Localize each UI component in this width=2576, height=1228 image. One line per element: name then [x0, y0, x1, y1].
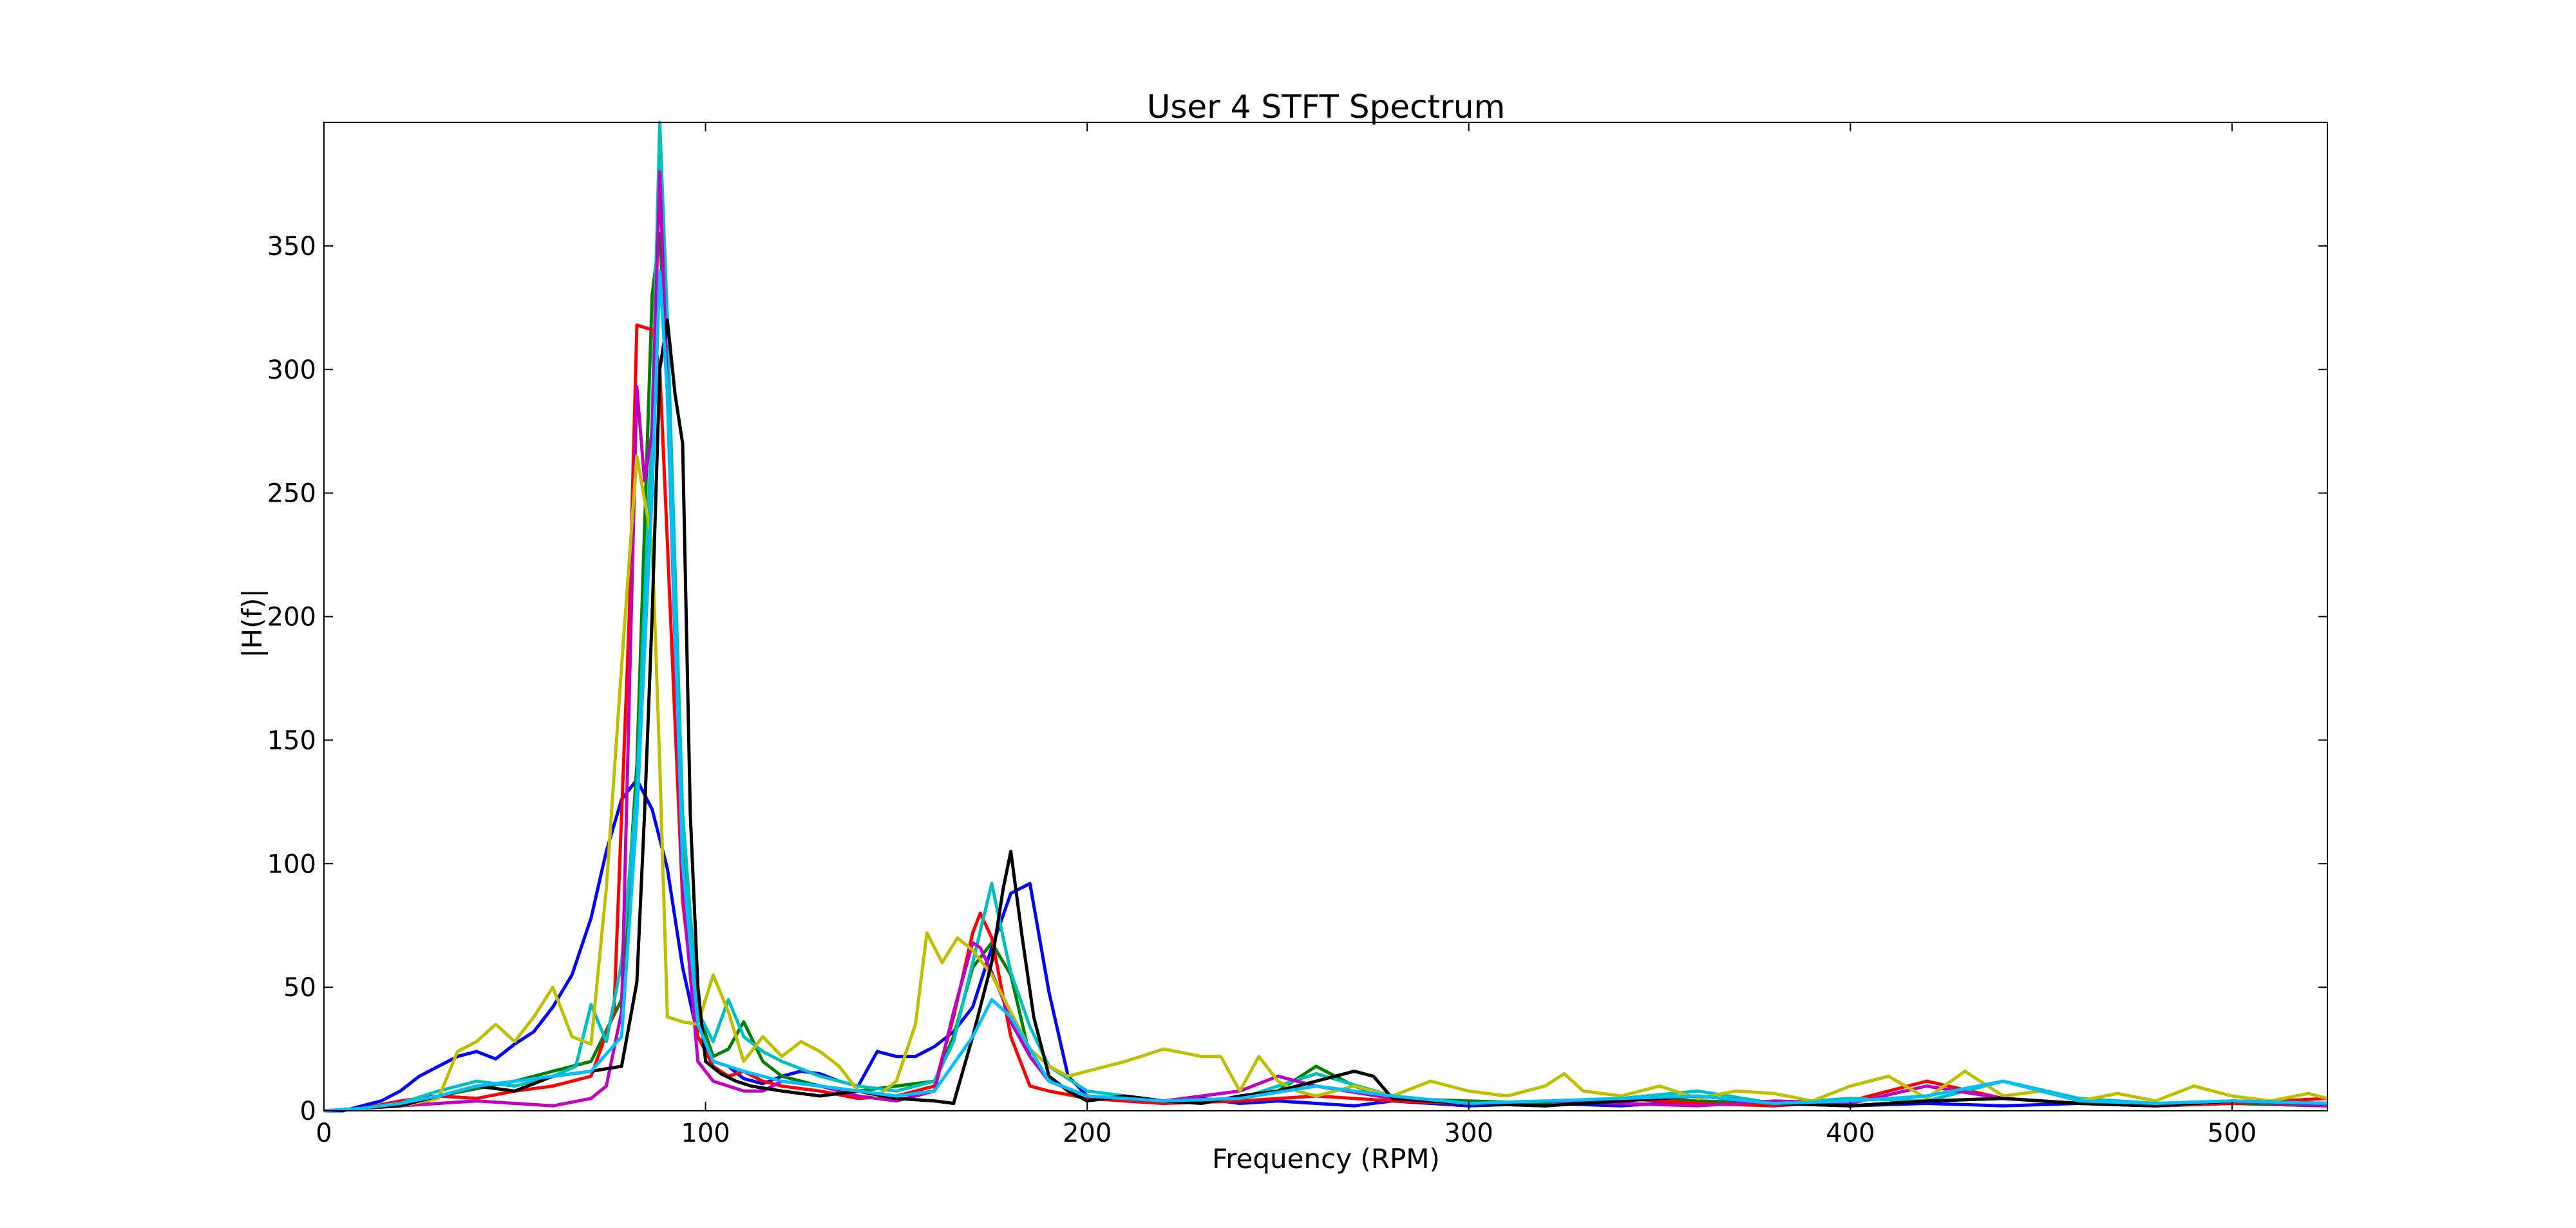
x-tick-label: 500 [2208, 1119, 2257, 1148]
chart-title: User 4 STFT Spectrum [1147, 88, 1505, 126]
y-tick-label: 100 [267, 849, 316, 879]
y-axis-label: |H(f)| [236, 589, 268, 657]
axis-ticks: 0 100 200 300 400 500 0 50 100 150 200 250 300 350 [267, 122, 2327, 1148]
y-tick-label: 300 [267, 355, 316, 385]
series-line-7 [323, 318, 2328, 1113]
x-axis-label: Frequency (RPM) [1212, 1143, 1440, 1175]
y-tick-label: 150 [267, 726, 316, 755]
series-lines [323, 120, 2328, 1113]
series-line-5 [323, 170, 2328, 1113]
x-tick-label: 200 [1063, 1119, 1112, 1148]
y-tick-label: 200 [267, 603, 316, 632]
x-tick-label: 100 [681, 1119, 730, 1148]
plot-frame [323, 122, 2328, 1111]
series-line-8 [323, 269, 2328, 1113]
x-tick-label: 0 [316, 1119, 332, 1148]
y-tick-label: 250 [267, 479, 316, 509]
series-line-6 [323, 454, 2328, 1113]
x-tick-label: 300 [1444, 1119, 1493, 1148]
y-tick-label: 0 [300, 1097, 316, 1126]
x-tick-label: 400 [1826, 1119, 1875, 1148]
y-tick-label: 50 [283, 973, 316, 1003]
y-tick-label: 350 [267, 232, 316, 261]
